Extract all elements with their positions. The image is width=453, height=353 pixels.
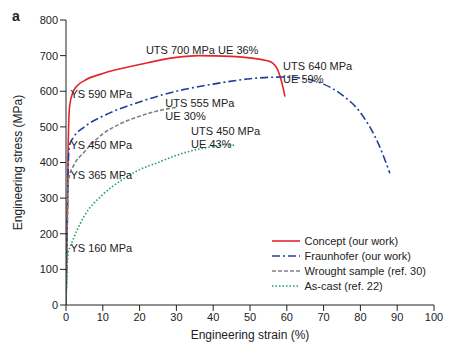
svg-text:70: 70 bbox=[317, 311, 329, 323]
svg-text:YS 590 MPa: YS 590 MPa bbox=[70, 88, 133, 100]
svg-text:80: 80 bbox=[354, 311, 366, 323]
svg-text:Engineering stress (MPa): Engineering stress (MPa) bbox=[11, 95, 25, 230]
svg-text:10: 10 bbox=[97, 311, 109, 323]
svg-text:40: 40 bbox=[207, 311, 219, 323]
svg-text:UTS 700 MPa UE 36%: UTS 700 MPa UE 36% bbox=[146, 44, 259, 56]
html-text:Fraunhofer (our work): Fraunhofer (our work) bbox=[304, 249, 411, 262]
svg-text:YS 365 MPa: YS 365 MPa bbox=[70, 169, 133, 181]
svg-text:50: 50 bbox=[244, 311, 256, 323]
html-text:As-cast (ref. 22): As-cast (ref. 22) bbox=[304, 279, 383, 292]
svg-text:200: 200 bbox=[40, 228, 58, 240]
svg-text:YS 160 MPa: YS 160 MPa bbox=[70, 242, 133, 254]
svg-text:Engineering strain (%): Engineering strain (%) bbox=[191, 328, 310, 342]
html-text:Wrought sample (ref. 30): Wrought sample (ref. 30) bbox=[304, 264, 426, 277]
svg-text:800: 800 bbox=[40, 14, 58, 26]
svg-text:0: 0 bbox=[63, 311, 69, 323]
svg-text:0: 0 bbox=[52, 299, 58, 311]
svg-text:700: 700 bbox=[40, 50, 58, 62]
svg-text:600: 600 bbox=[40, 85, 58, 97]
svg-text:YS 450 MPa: YS 450 MPa bbox=[70, 139, 133, 151]
svg-text:100: 100 bbox=[425, 311, 443, 323]
html-text:Concept (our work): Concept (our work) bbox=[304, 234, 399, 247]
svg-text:90: 90 bbox=[391, 311, 403, 323]
svg-text:100: 100 bbox=[40, 263, 58, 275]
svg-text:UTS 555 MPaUE 30%: UTS 555 MPaUE 30% bbox=[165, 97, 235, 122]
svg-text:30: 30 bbox=[170, 311, 182, 323]
svg-text:20: 20 bbox=[133, 311, 145, 323]
svg-text:300: 300 bbox=[40, 192, 58, 204]
html-text:a: a bbox=[12, 8, 20, 24]
svg-text:60: 60 bbox=[281, 311, 293, 323]
svg-text:UTS 640 MPaUE 59%: UTS 640 MPaUE 59% bbox=[283, 60, 353, 85]
svg-text:400: 400 bbox=[40, 156, 58, 168]
svg-text:UTS 450 MPaUE 43%: UTS 450 MPaUE 43% bbox=[191, 125, 261, 150]
svg-text:500: 500 bbox=[40, 121, 58, 133]
